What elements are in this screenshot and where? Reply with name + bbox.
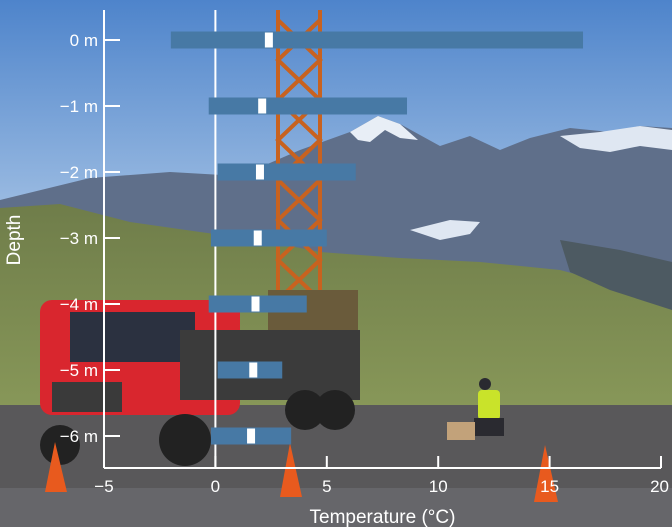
right-slope <box>560 240 672 310</box>
mean-marker <box>253 230 262 246</box>
snow-field-mid <box>410 220 480 240</box>
x-tick-label: 15 <box>540 477 559 496</box>
x-axis-ticks: −5 0 5 10 15 20 <box>94 456 669 496</box>
x-tick-label: 20 <box>650 477 669 496</box>
x-tick-label: 0 <box>211 477 220 496</box>
worker-icon <box>447 378 504 440</box>
mean-marker <box>247 428 256 444</box>
snow-field-right <box>560 126 672 152</box>
mean-marker <box>249 362 258 378</box>
range-bar <box>208 97 408 115</box>
range-bar <box>217 163 356 181</box>
y-tick-label: −6 m <box>60 427 98 446</box>
truck-icon <box>40 300 360 466</box>
y-tick-label: −2 m <box>60 163 98 182</box>
x-tick-label: −5 <box>94 477 113 496</box>
range-bars <box>170 31 584 445</box>
mean-marker <box>258 98 267 114</box>
range-bar <box>210 229 327 247</box>
mean-marker <box>251 296 260 312</box>
y-tick-label: 0 m <box>70 31 98 50</box>
y-axis-title: Depth <box>4 215 25 266</box>
x-tick-label: 5 <box>322 477 331 496</box>
traffic-cone-icon <box>45 442 558 502</box>
y-tick-label: −4 m <box>60 295 98 314</box>
x-tick-label: 10 <box>429 477 448 496</box>
mean-marker <box>264 32 273 48</box>
y-tick-label: −3 m <box>60 229 98 248</box>
road-strip <box>0 488 672 527</box>
snow-peak <box>350 116 418 142</box>
x-axis-title: Temperature (°C) <box>310 507 456 527</box>
y-tick-label: −5 m <box>60 361 98 380</box>
range-bar <box>170 31 584 49</box>
y-tick-label: −1 m <box>60 97 98 116</box>
y-axis-ticks: 0 m −1 m −2 m −3 m −4 m −5 m −6 m <box>60 31 120 446</box>
mean-marker <box>255 164 264 180</box>
